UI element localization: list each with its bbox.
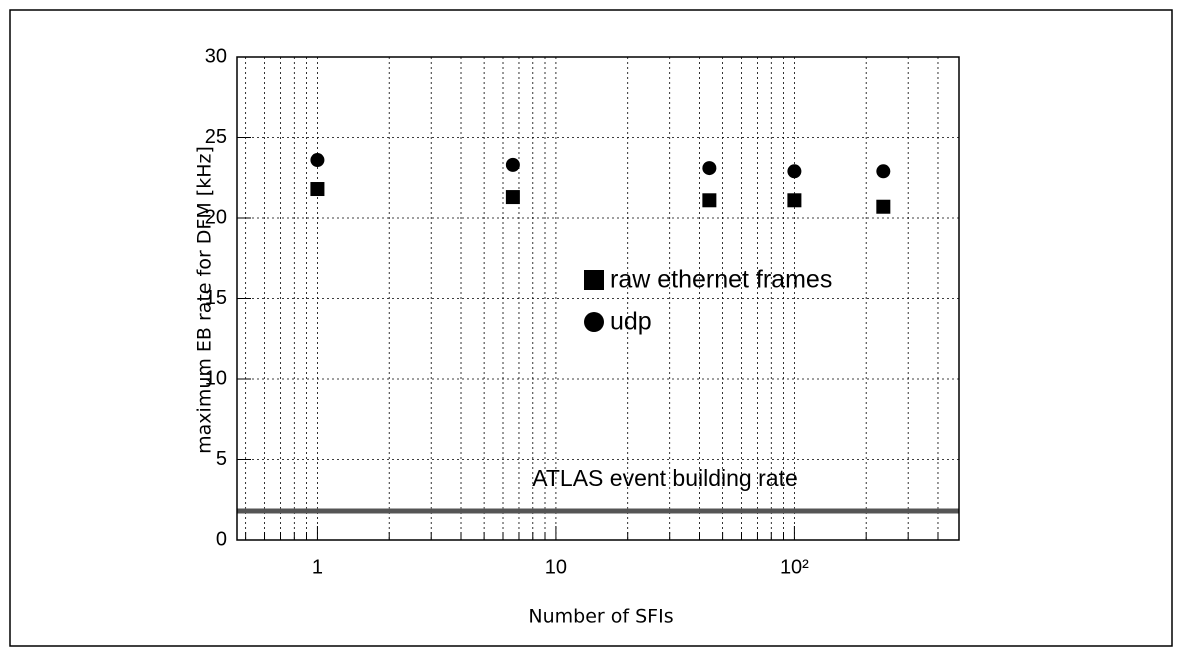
y-tick-label: 20 bbox=[205, 206, 227, 228]
legend-label: udp bbox=[610, 308, 652, 336]
y-tick-label: 30 bbox=[205, 45, 227, 67]
point bbox=[787, 193, 802, 208]
legend-marker bbox=[584, 270, 604, 290]
point bbox=[787, 164, 802, 179]
point bbox=[505, 190, 520, 205]
y-tick-label: 15 bbox=[205, 287, 227, 309]
plot-area bbox=[236, 56, 960, 541]
point bbox=[310, 153, 325, 168]
x-tick-label: 1 bbox=[312, 556, 323, 578]
y-tick-label: 10 bbox=[205, 367, 227, 389]
frame bbox=[9, 9, 1173, 647]
point bbox=[702, 193, 717, 208]
point bbox=[876, 164, 891, 179]
y-tick-label: 5 bbox=[216, 448, 227, 470]
point bbox=[876, 199, 891, 214]
point bbox=[310, 182, 325, 197]
x-axis-label: Number of SFIs bbox=[528, 606, 673, 628]
y-axis-label: maximum EB rate for DFM [kHz] bbox=[194, 146, 216, 454]
point bbox=[505, 157, 520, 172]
legend-marker bbox=[584, 312, 604, 332]
legend-label: raw ethernet frames bbox=[610, 266, 832, 294]
x-tick-label: 10² bbox=[780, 556, 809, 578]
x-tick-label: 10 bbox=[545, 556, 567, 578]
y-tick-label: 0 bbox=[216, 528, 227, 550]
reference-label: ATLAS event building rate bbox=[532, 465, 798, 491]
point bbox=[702, 161, 717, 176]
y-tick-label: 25 bbox=[205, 126, 227, 148]
